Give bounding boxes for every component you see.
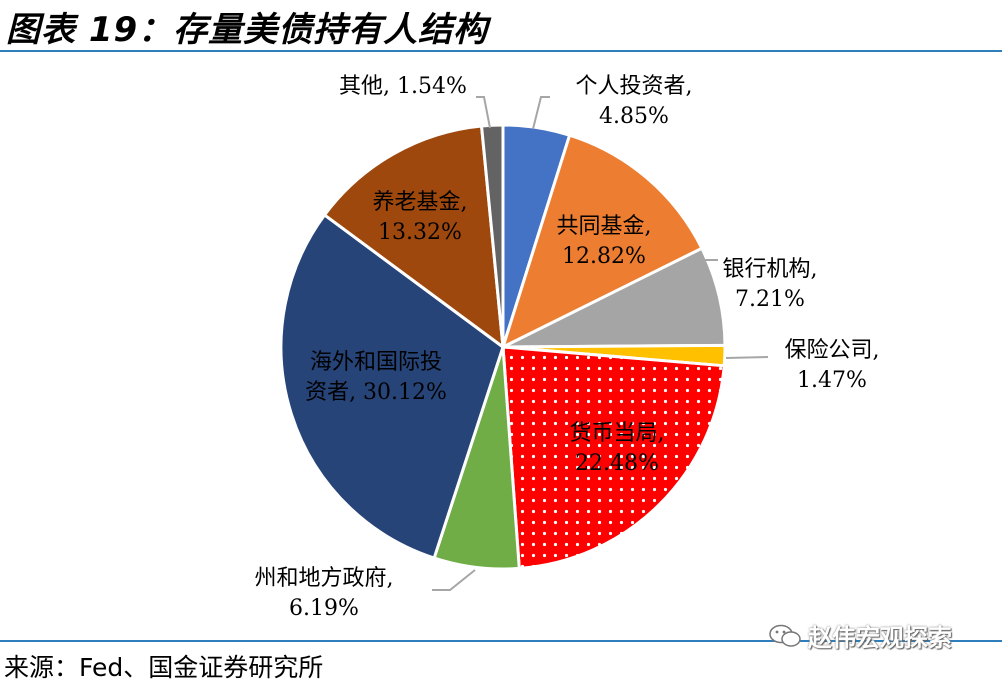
pie-slice-3: [502, 246, 727, 349]
pie-slice-5: [501, 345, 726, 571]
slice-label-3: 银行机构, 7.21%: [723, 257, 818, 312]
slice-label-6: 州和地方政府, 6.19%: [255, 566, 394, 621]
slice-label-9: 其他, 1.54%: [339, 74, 467, 99]
slice-label-1: 个人投资者, 4.85%: [576, 74, 693, 129]
slice-label-5: 货币当局, 22.48%: [570, 421, 665, 476]
pie-slice-7: [279, 212, 505, 560]
slice-label-2: 共同基金, 12.82%: [557, 214, 652, 269]
pie-slice-2: [500, 133, 704, 350]
source-note: 来源：Fed、国金证券研究所: [4, 653, 324, 682]
slice-label-8: 养老基金, 13.32%: [373, 190, 468, 245]
watermark: 赵伟宏观探索: [768, 618, 952, 653]
watermark-text: 赵伟宏观探索: [808, 624, 952, 652]
pie-chart: 个人投资者, 4.85% 共同基金, 12.82% 银行机构, 7.21% 保险公司, 1.4…: [255, 74, 880, 621]
leader-line-4: [725, 356, 769, 359]
leader-line-3: [696, 259, 718, 276]
leader-line-1: [532, 96, 550, 130]
footer-divider: [0, 640, 1002, 642]
leader-line-6: [432, 569, 476, 591]
page-title: 图表 19：存量美债持有人结构: [6, 10, 489, 50]
wechat-icon: [769, 624, 801, 647]
pie-slice-9: [479, 123, 505, 348]
slice-label-7: 海外和国际投资者, 30.12%: [305, 350, 447, 405]
leader-line-9: [476, 96, 491, 129]
pie-slice-8: [322, 124, 505, 351]
title-divider: [0, 50, 1002, 52]
slice-label-4: 保险公司, 1.47%: [785, 338, 880, 393]
